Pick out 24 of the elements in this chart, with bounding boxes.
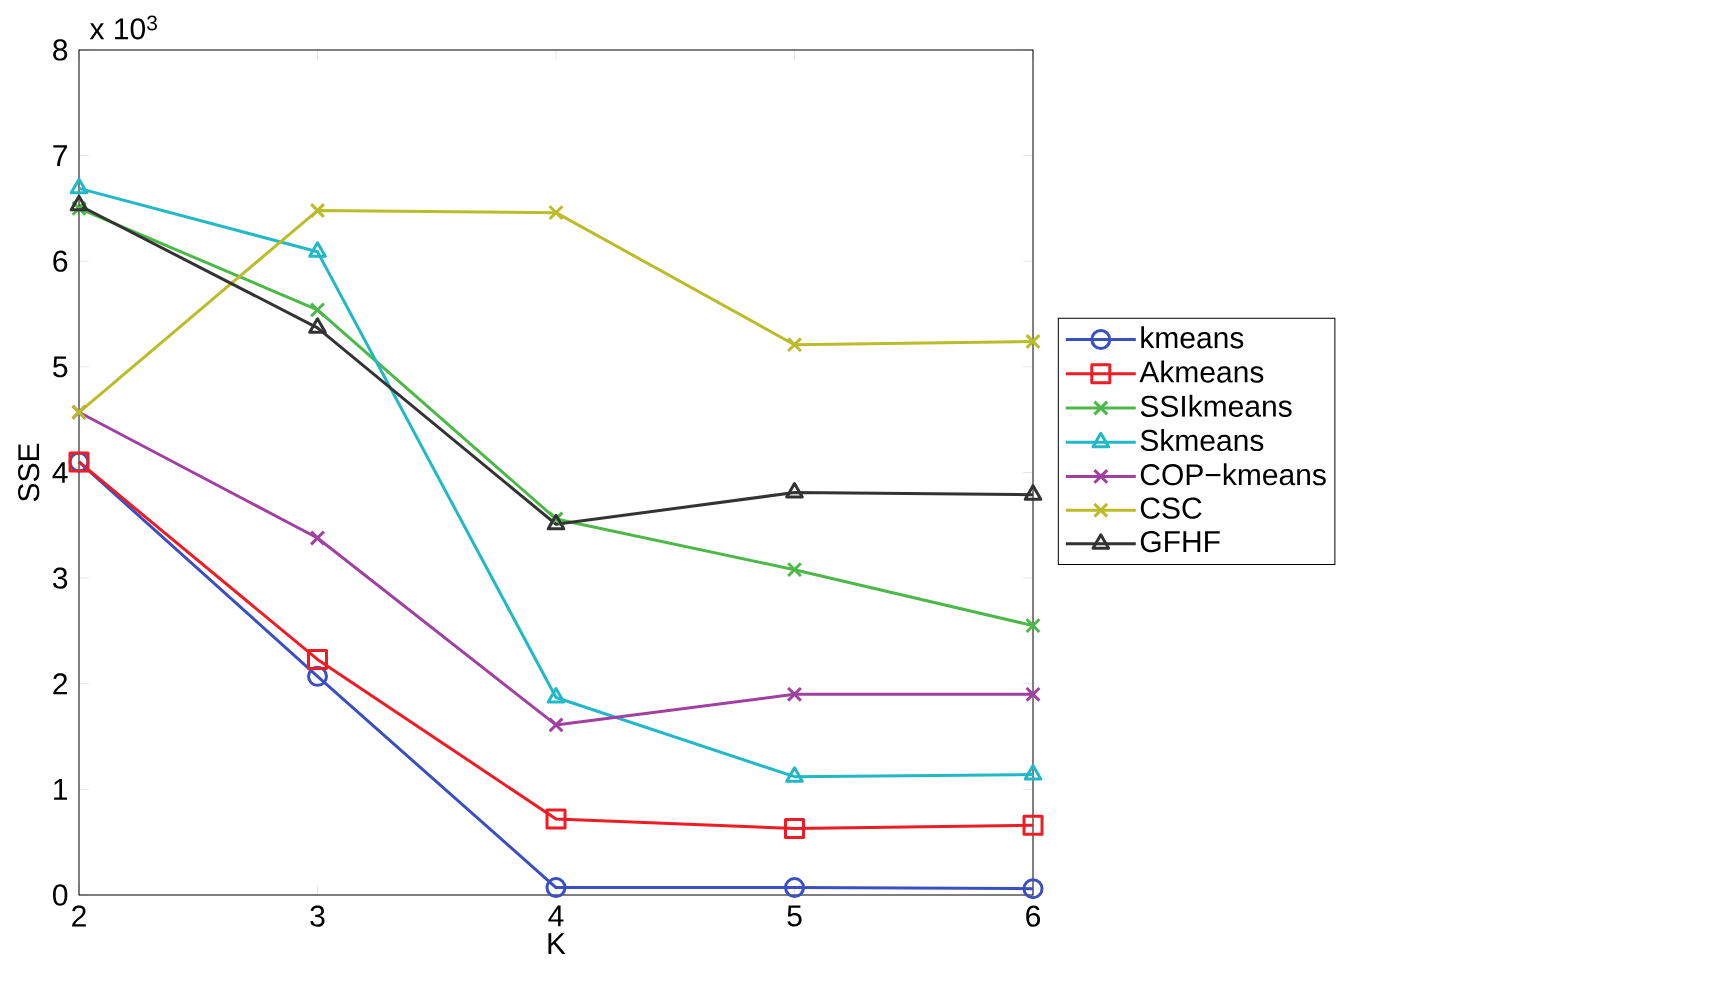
legend-label: Skmeans	[1140, 429, 1264, 452]
x-tick-label: 3	[310, 905, 325, 927]
y-tick-label: 2	[53, 673, 67, 695]
legend-label: Akmeans	[1139, 360, 1264, 383]
y-tick-label: 5	[53, 356, 68, 378]
x-tick-label: 2	[72, 905, 86, 927]
legend-label: SSIkmeans	[1140, 394, 1292, 417]
y-tick-label: 1	[54, 779, 68, 800]
y-tick-label: 7	[53, 145, 67, 166]
x-axis-title: K	[548, 933, 566, 954]
x-tick-label: 4	[548, 905, 564, 927]
legend-label: COP−kmeans	[1140, 463, 1326, 486]
text: x 10$^{3}$	[89, 15, 157, 40]
x-tick-label: 5	[787, 905, 802, 927]
y-tick-label: 8	[53, 39, 68, 61]
legend-label: kmeans	[1141, 326, 1244, 349]
legend-label: CSC	[1140, 497, 1202, 519]
y-tick-label: 6	[53, 250, 68, 272]
y-tick-label: 4	[52, 462, 68, 483]
y-tick-label: 3	[52, 567, 68, 589]
x-tick-label: 6	[1026, 905, 1041, 927]
y-tick-label: 0	[53, 884, 68, 906]
y-axis-title: SSE	[18, 443, 40, 502]
legend-label: GFHF	[1140, 531, 1220, 553]
